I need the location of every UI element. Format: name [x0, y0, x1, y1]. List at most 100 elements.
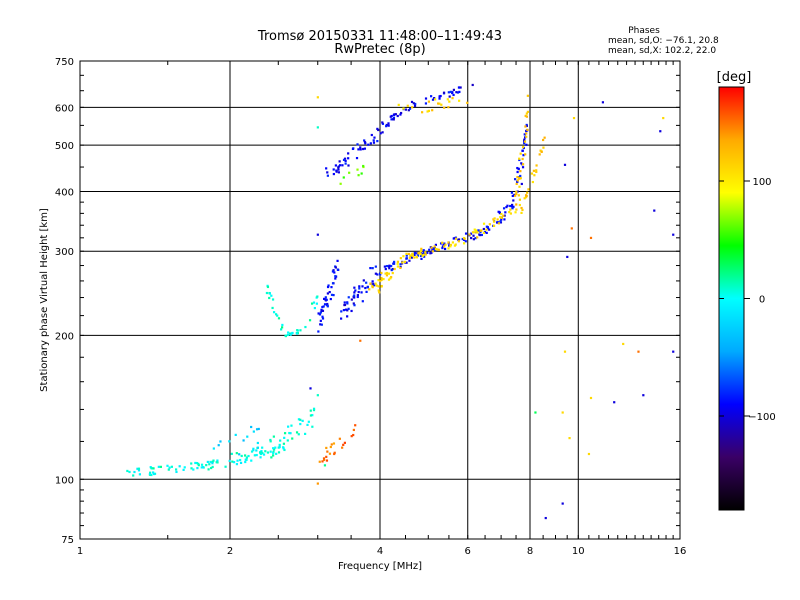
- data-point: [503, 218, 506, 221]
- data-point: [342, 309, 345, 312]
- data-point: [380, 276, 383, 280]
- data-point: [197, 462, 200, 466]
- data-point: [524, 194, 528, 197]
- data-point: [518, 176, 521, 180]
- data-point: [329, 445, 332, 449]
- data-point: [502, 207, 506, 210]
- data-point: [380, 271, 383, 275]
- data-point: [283, 436, 286, 439]
- data-point: [499, 220, 502, 223]
- data-point: [312, 407, 316, 410]
- data-point: [531, 180, 534, 184]
- data-point: [244, 460, 247, 464]
- data-point: [506, 204, 509, 207]
- y-tick-label: 750: [55, 57, 74, 68]
- data-point: [322, 457, 326, 460]
- data-point: [275, 452, 278, 455]
- data-point: [274, 446, 277, 449]
- data-point: [436, 248, 439, 251]
- data-point: [207, 468, 210, 471]
- data-point: [371, 286, 374, 289]
- data-point: [328, 290, 331, 294]
- data-point: [283, 448, 286, 452]
- data-point: [653, 209, 656, 212]
- data-point: [190, 467, 193, 470]
- data-point: [509, 208, 512, 211]
- data-point: [212, 447, 215, 450]
- data-point: [504, 211, 507, 214]
- data-point: [266, 451, 270, 454]
- data-point: [444, 243, 447, 246]
- data-point: [413, 104, 417, 107]
- data-point: [306, 423, 309, 427]
- data-point: [278, 443, 281, 447]
- data-point: [333, 452, 336, 456]
- data-point: [434, 98, 437, 101]
- data-point: [374, 282, 377, 285]
- data-point: [239, 458, 242, 462]
- data-point: [496, 218, 499, 221]
- data-point: [396, 260, 400, 263]
- data-point: [326, 292, 329, 295]
- data-point: [246, 435, 249, 438]
- data-point: [469, 232, 473, 235]
- data-point: [535, 169, 538, 172]
- data-point: [521, 166, 525, 169]
- data-point: [252, 449, 255, 452]
- data-point: [511, 207, 514, 210]
- data-point: [472, 234, 475, 237]
- data-point: [194, 461, 197, 465]
- data-point: [479, 229, 482, 232]
- data-point: [411, 254, 414, 257]
- data-point: [367, 143, 370, 146]
- data-point: [362, 164, 365, 168]
- data-point: [170, 465, 174, 468]
- data-point: [245, 456, 248, 459]
- data-point: [299, 329, 302, 332]
- data-point: [255, 428, 259, 431]
- data-point: [561, 502, 564, 505]
- data-point: [392, 118, 395, 121]
- data-point: [516, 166, 519, 170]
- data-point: [459, 86, 462, 89]
- x-tick-label: 4: [377, 546, 383, 557]
- data-point: [393, 262, 396, 265]
- data-point: [421, 254, 424, 258]
- data-point: [175, 470, 178, 474]
- data-point: [340, 310, 343, 313]
- data-point: [336, 268, 339, 271]
- data-point: [238, 453, 241, 456]
- data-point: [405, 257, 408, 260]
- data-point: [468, 233, 471, 236]
- data-point: [411, 106, 414, 109]
- data-point: [320, 323, 323, 326]
- data-point: [365, 281, 368, 284]
- data-point: [201, 466, 205, 469]
- data-point: [474, 237, 477, 240]
- data-point: [520, 182, 523, 186]
- data-point: [347, 164, 350, 167]
- data-point: [270, 294, 273, 297]
- data-point: [392, 116, 396, 119]
- data-point: [316, 126, 319, 129]
- data-point: [448, 244, 451, 247]
- phases-info-o: mean, sd,O: −76.1, 20.8: [608, 36, 719, 46]
- data-point: [309, 414, 313, 417]
- data-point: [403, 260, 407, 263]
- x-tick-label: 16: [674, 546, 687, 557]
- data-point: [332, 269, 335, 272]
- data-point: [519, 174, 522, 178]
- data-point: [434, 248, 437, 251]
- data-point: [344, 308, 348, 311]
- data-point: [523, 197, 526, 200]
- data-point: [371, 280, 374, 283]
- data-point: [480, 233, 483, 237]
- data-point: [401, 261, 404, 264]
- data-point: [240, 454, 243, 458]
- data-point: [376, 273, 379, 276]
- data-point: [410, 100, 414, 104]
- data-point: [432, 248, 436, 251]
- data-point: [286, 439, 289, 442]
- data-point: [283, 432, 287, 435]
- data-point: [307, 420, 310, 423]
